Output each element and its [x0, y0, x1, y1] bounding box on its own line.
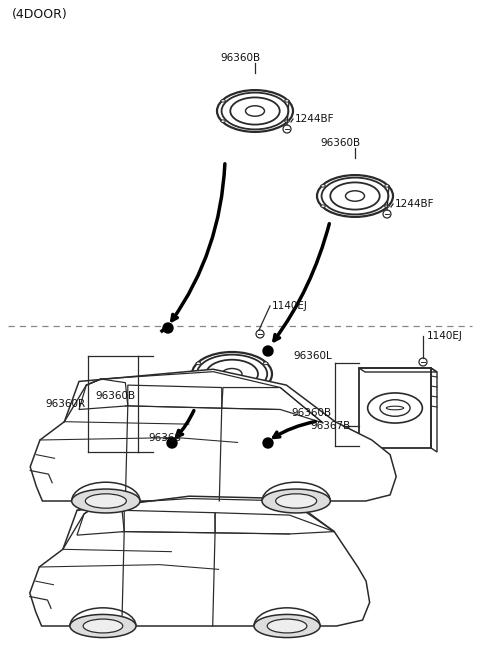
Ellipse shape — [263, 362, 268, 365]
Text: 96360B: 96360B — [95, 391, 135, 401]
Text: 96360R: 96360R — [45, 399, 85, 409]
Ellipse shape — [285, 120, 289, 123]
Text: (4DOOR): (4DOOR) — [12, 8, 68, 21]
Ellipse shape — [221, 100, 225, 102]
Ellipse shape — [384, 184, 389, 187]
Circle shape — [283, 125, 291, 133]
Circle shape — [167, 438, 177, 448]
Text: 1140EJ: 1140EJ — [272, 301, 308, 311]
Ellipse shape — [321, 184, 325, 187]
Ellipse shape — [196, 362, 201, 365]
Ellipse shape — [263, 383, 268, 386]
Circle shape — [163, 323, 173, 333]
Text: 1244BF: 1244BF — [395, 199, 434, 209]
Ellipse shape — [254, 615, 320, 638]
Ellipse shape — [72, 489, 140, 513]
Text: 96368: 96368 — [148, 433, 181, 443]
Text: 96367B: 96367B — [310, 421, 350, 431]
Ellipse shape — [321, 205, 325, 207]
Circle shape — [256, 330, 264, 338]
Polygon shape — [30, 369, 396, 501]
Text: 96360L: 96360L — [293, 351, 332, 361]
Ellipse shape — [276, 494, 317, 508]
Circle shape — [263, 438, 273, 448]
Ellipse shape — [285, 100, 289, 102]
Text: 1140EJ: 1140EJ — [427, 331, 463, 341]
Circle shape — [383, 210, 391, 218]
Ellipse shape — [267, 619, 307, 633]
Ellipse shape — [70, 615, 136, 638]
Ellipse shape — [83, 619, 123, 633]
Ellipse shape — [85, 494, 126, 508]
Text: 96360B: 96360B — [292, 408, 332, 418]
Text: 96360B: 96360B — [220, 53, 260, 63]
Circle shape — [419, 358, 427, 366]
Ellipse shape — [221, 120, 225, 123]
Text: 1244BF: 1244BF — [295, 114, 335, 124]
Ellipse shape — [196, 383, 201, 386]
Polygon shape — [30, 496, 370, 626]
Ellipse shape — [262, 489, 330, 513]
Ellipse shape — [384, 205, 389, 207]
Text: 96360B: 96360B — [320, 138, 360, 148]
Circle shape — [263, 346, 273, 356]
